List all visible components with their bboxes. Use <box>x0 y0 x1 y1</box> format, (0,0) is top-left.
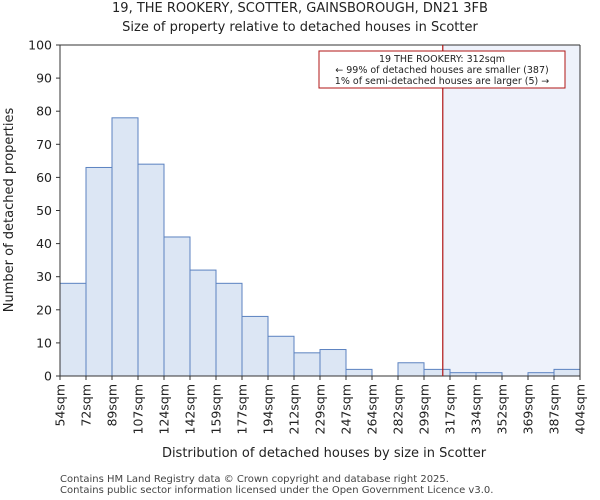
annotation-line: ← 99% of detached houses are smaller (38… <box>335 65 548 76</box>
x-axis-label: Distribution of detached houses by size … <box>162 446 487 461</box>
histogram-bar <box>293 352 321 377</box>
highlight-region <box>442 45 580 376</box>
y-tick-label: 90 <box>36 71 52 86</box>
x-tick-label: 282sqm <box>391 384 406 434</box>
y-axis-label: Number of detached properties <box>2 108 17 313</box>
x-tick-label: 54sqm <box>53 384 68 427</box>
x-tick-label: 107sqm <box>131 384 146 434</box>
y-tick-label: 70 <box>36 137 52 152</box>
y-tick-label: 60 <box>36 170 52 185</box>
x-tick-label: 142sqm <box>183 384 198 434</box>
x-tick-label: 177sqm <box>235 384 250 434</box>
x-tick-label: 352sqm <box>495 384 510 434</box>
y-tick-label: 40 <box>36 236 52 251</box>
x-tick-label: 229sqm <box>313 384 328 434</box>
plot-area: 0 10 20 30 40 50 60 70 80 90 100 54sqm 72sqm 89sqm 107… <box>28 38 587 435</box>
annotation-box <box>318 50 566 89</box>
y-tick-label: 20 <box>36 302 52 317</box>
x-tick-label: 247sqm <box>339 384 354 434</box>
y-tick-label: 30 <box>36 269 52 284</box>
y-tick-label: 50 <box>36 203 52 218</box>
y-tick-label: 100 <box>28 38 52 53</box>
footer-licence: Contains public sector information licen… <box>60 485 494 496</box>
chart-title-line1: 19, THE ROOKERY, SCOTTER, GAINSBOROUGH, … <box>112 1 488 16</box>
y-tick-label: 0 <box>44 369 52 384</box>
annotation-line: 1% of semi-detached houses are larger (5… <box>335 76 549 87</box>
x-tick-label: 72sqm <box>79 384 94 427</box>
x-tick-label: 264sqm <box>365 384 380 434</box>
histogram-bar <box>345 368 373 377</box>
histogram-bar <box>241 315 269 377</box>
histogram-bar <box>111 117 139 377</box>
histogram-bar <box>553 368 581 377</box>
chart-title-line2: Size of property relative to detached ho… <box>122 20 478 35</box>
x-tick-label: 159sqm <box>209 384 224 434</box>
x-tick-label: 334sqm <box>469 384 484 434</box>
histogram-bar <box>189 269 217 377</box>
x-tick-label: 89sqm <box>105 384 120 427</box>
x-tick-label: 194sqm <box>261 384 276 434</box>
histogram-bar <box>59 282 87 377</box>
x-tick-label: 124sqm <box>157 384 172 434</box>
histogram-bar <box>163 236 191 377</box>
histogram-bar <box>267 335 295 377</box>
x-tick-label: 369sqm <box>521 384 536 434</box>
y-tick-label: 80 <box>36 104 52 119</box>
footer-copyright: Contains HM Land Registry data © Crown c… <box>60 474 449 485</box>
histogram-bar <box>137 163 165 377</box>
histogram-bar <box>85 166 113 377</box>
histogram-bar <box>423 368 451 377</box>
x-tick-label: 404sqm <box>573 384 588 434</box>
histogram-bar <box>319 349 347 377</box>
x-tick-label: 299sqm <box>417 384 432 434</box>
histogram-bar <box>215 282 243 377</box>
histogram-bar <box>397 362 425 377</box>
x-tick-label: 317sqm <box>443 384 458 434</box>
y-tick-label: 10 <box>36 335 52 350</box>
x-tick-label: 212sqm <box>287 384 302 434</box>
annotation-line: 19 THE ROOKERY: 312sqm <box>379 54 505 65</box>
x-tick-label: 387sqm <box>547 384 562 434</box>
